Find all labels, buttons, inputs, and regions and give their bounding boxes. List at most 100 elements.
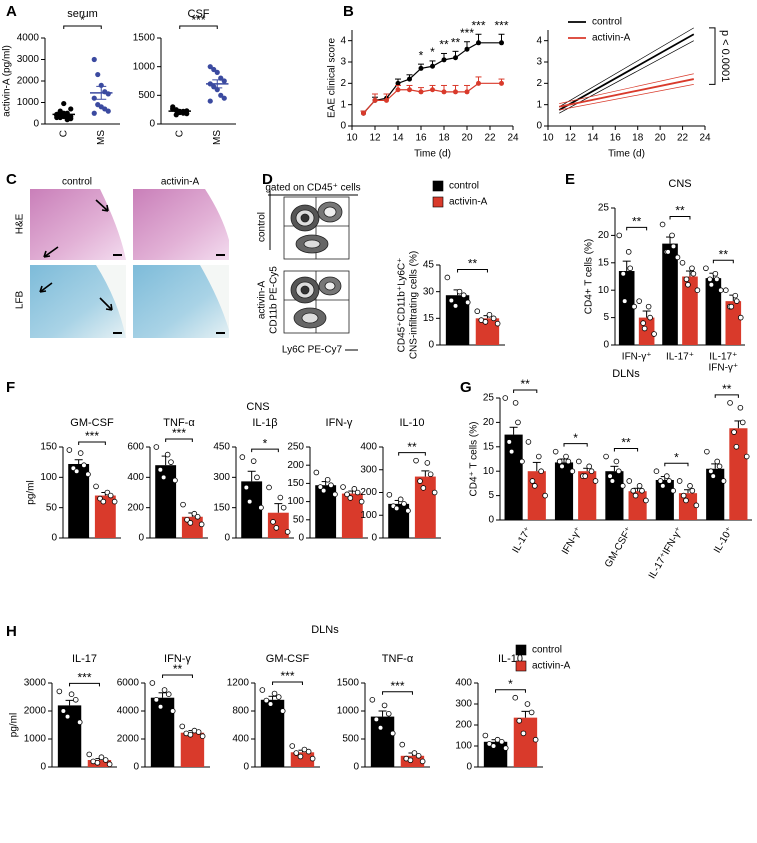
data-point — [401, 501, 407, 507]
y-tick-label: 0 — [133, 762, 139, 773]
confidence-line — [559, 73, 694, 104]
chart-title: GM-CSF — [266, 653, 310, 665]
data-point — [270, 519, 276, 525]
regression-line — [558, 33, 695, 111]
data-point — [54, 114, 60, 121]
legend-label: control — [532, 645, 562, 656]
data-point — [669, 232, 675, 239]
panel-letter: H — [6, 623, 17, 640]
data-point — [419, 758, 426, 765]
y-axis-label: pg/ml — [9, 713, 20, 737]
bar — [445, 295, 470, 345]
confidence-line — [559, 84, 694, 111]
data-point — [354, 489, 361, 496]
marker — [395, 80, 401, 86]
data-point — [515, 419, 521, 426]
y-tick-label: 200 — [455, 720, 472, 731]
data-point — [218, 92, 224, 98]
sig-label: ** — [407, 440, 417, 454]
sig-label: *** — [77, 671, 91, 685]
data-point — [728, 303, 735, 310]
sig-bracket — [664, 462, 689, 467]
data-point — [664, 473, 670, 479]
y-tick-label: 0 — [40, 762, 46, 773]
data-point — [91, 95, 97, 101]
data-point — [525, 439, 532, 445]
sig-label: ** — [173, 662, 183, 676]
y-tick-label: 4 — [340, 35, 346, 46]
x-tick-label: 12 — [369, 133, 381, 144]
y-tick-label: 25 — [598, 203, 610, 214]
marker — [441, 89, 447, 95]
y-tick-label: 2 — [536, 78, 542, 89]
marker — [430, 63, 435, 69]
sig-label: ** — [722, 382, 732, 396]
data-point — [486, 311, 493, 318]
marker — [476, 80, 481, 86]
chart-title: IL-17 — [72, 653, 97, 665]
column-label: activin-A — [161, 177, 200, 188]
y-tick-label: 30 — [423, 286, 435, 297]
y-tick-label: 2 — [340, 78, 346, 89]
data-point — [456, 288, 463, 295]
data-point — [506, 439, 513, 445]
data-point — [381, 702, 388, 709]
data-point — [563, 453, 569, 460]
y-tick-label: 0 — [298, 533, 304, 544]
data-point — [373, 716, 380, 723]
data-point — [157, 466, 164, 473]
y-tick-label: 5 — [488, 490, 494, 501]
x-tick-label: C — [58, 130, 69, 137]
data-point — [444, 274, 451, 281]
sig-label: *** — [191, 13, 205, 27]
section-title: DLNs — [311, 624, 339, 636]
bar — [504, 434, 523, 520]
y-tick-label: 0 — [340, 121, 346, 132]
panel-letter: D — [262, 171, 273, 188]
data-point — [207, 64, 213, 70]
data-point — [266, 484, 272, 491]
y-tick-label: 50 — [46, 502, 58, 513]
data-point — [640, 320, 646, 326]
sig-label: ** — [675, 204, 685, 218]
y-tick-label: 400 — [127, 472, 144, 483]
sig-label: *** — [85, 429, 99, 443]
marker — [418, 89, 424, 95]
data-point — [91, 56, 97, 63]
marker — [372, 97, 378, 103]
data-point — [68, 116, 74, 122]
data-point — [569, 468, 576, 475]
data-point — [531, 483, 538, 489]
bar — [315, 485, 337, 538]
data-point — [407, 757, 414, 764]
x-tick-label: MS — [96, 130, 107, 145]
data-point — [405, 507, 411, 514]
y-tick-label: 300 — [455, 699, 472, 710]
panel-letter: F — [6, 379, 15, 396]
data-point — [647, 314, 653, 321]
y-tick-label: 1500 — [133, 33, 156, 44]
y-tick-label: 0 — [488, 515, 494, 526]
bar — [475, 318, 500, 345]
x-tick-label: IL-10⁺ — [712, 525, 736, 555]
data-point — [86, 751, 93, 758]
sig-bracket — [513, 389, 538, 393]
data-point — [289, 743, 296, 749]
x-tick-label: 16 — [610, 133, 622, 144]
data-point — [556, 458, 563, 465]
data-point — [427, 471, 434, 478]
x-tick-label: 14 — [392, 133, 404, 144]
data-point — [498, 738, 505, 745]
sig-bracket — [179, 25, 218, 29]
data-point — [689, 487, 696, 494]
x-tick-label: 20 — [461, 133, 473, 144]
data-point — [716, 463, 723, 470]
data-point — [535, 453, 542, 460]
x-tick-label: IFN-γ⁺ — [622, 352, 652, 363]
x-tick-label: IL-17⁺ — [511, 525, 535, 555]
x-tick-label: 22 — [677, 133, 689, 144]
panel-letter: E — [565, 171, 575, 188]
sig-bracket — [162, 674, 193, 678]
data-point — [309, 755, 316, 762]
chart-title: IFN-γ — [326, 417, 353, 429]
